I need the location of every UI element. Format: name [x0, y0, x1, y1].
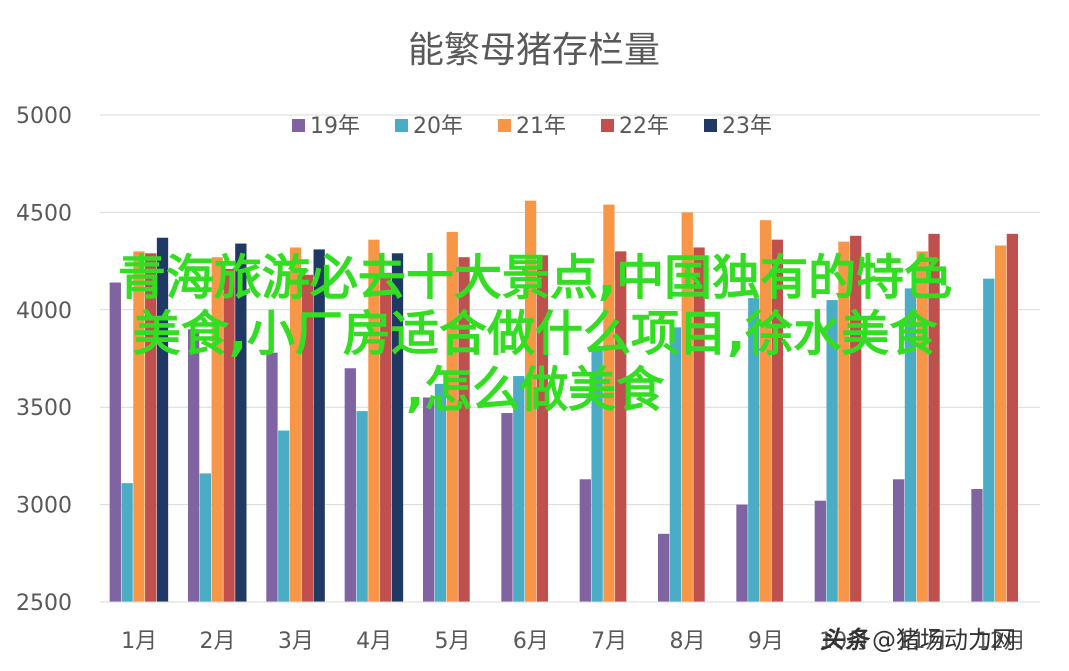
bar	[313, 249, 325, 603]
x-tick-label: 1月	[121, 629, 157, 654]
legend-label: 21年	[516, 114, 566, 139]
bar	[223, 268, 235, 602]
bar	[235, 243, 247, 602]
x-tick-label: 8月	[670, 629, 706, 654]
bar	[971, 489, 983, 602]
legend-label: 22年	[619, 114, 669, 139]
legend-swatch	[498, 119, 511, 132]
bar	[121, 483, 133, 602]
bar	[423, 397, 435, 602]
bar	[838, 241, 850, 602]
y-tick-label: 3500	[16, 396, 72, 421]
legend: 19年 20年 21年 22年 23年	[292, 114, 772, 139]
x-tick-label: 5月	[435, 629, 471, 654]
y-axis: 2500 3000 3500 4000 4500 5000	[16, 104, 72, 616]
bar	[681, 212, 693, 602]
bars	[109, 200, 1019, 603]
legend-label: 19年	[310, 114, 360, 139]
bar	[458, 257, 470, 602]
x-tick-label: 2月	[200, 629, 236, 654]
x-tick-label: 10月	[819, 629, 869, 654]
bar	[591, 350, 603, 602]
y-tick-label: 2500	[16, 591, 72, 616]
x-tick-label: 6月	[513, 629, 549, 654]
bar	[199, 473, 212, 602]
bar	[658, 533, 670, 602]
y-tick-label: 3000	[16, 494, 72, 519]
y-tick-label: 5000	[16, 104, 72, 129]
x-tick-label: 4月	[356, 629, 392, 654]
watermark-handle: @猪场动力网	[872, 626, 1016, 654]
bar	[603, 204, 615, 602]
bar	[188, 329, 200, 602]
x-tick-label: 9月	[748, 629, 784, 654]
chart-title: 能繁母猪存栏量	[408, 30, 660, 71]
bar	[826, 300, 838, 602]
y-tick-label: 4000	[16, 299, 72, 324]
bar	[693, 247, 705, 603]
x-tick-label: 3月	[278, 629, 314, 654]
x-tick-label: 7月	[591, 629, 627, 654]
bar	[916, 251, 928, 603]
x-tick-label: 11月	[898, 629, 948, 654]
legend-swatch	[395, 119, 408, 132]
bar	[278, 430, 290, 602]
bar	[524, 200, 537, 602]
bar	[669, 327, 682, 602]
legend-label: 20年	[413, 114, 463, 139]
bar	[133, 251, 145, 603]
bar	[109, 282, 121, 602]
bar	[513, 376, 525, 602]
legend-swatch	[704, 119, 717, 132]
y-tick-label: 4500	[16, 201, 72, 226]
bar	[356, 411, 368, 602]
bar	[156, 237, 169, 602]
bar	[748, 298, 760, 602]
x-tick-label: 12月	[976, 629, 1026, 654]
bar	[736, 504, 748, 602]
bar	[928, 233, 940, 602]
bar	[814, 500, 826, 602]
bar	[904, 288, 917, 602]
bar	[536, 255, 549, 603]
bar	[771, 239, 784, 602]
bar	[211, 257, 223, 602]
bar	[301, 274, 314, 602]
watermark-prefix: 头条	[820, 626, 868, 654]
legend-label: 23年	[722, 114, 772, 139]
bar	[850, 235, 862, 602]
x-axis: 1月 2月 3月 4月 5月 6月 7月 8月 9月 10月 11月 12月	[100, 601, 1040, 654]
bar	[615, 251, 627, 603]
bar	[579, 479, 591, 602]
bar	[266, 352, 278, 602]
bar	[759, 220, 772, 602]
bar	[391, 253, 404, 603]
bar	[893, 479, 905, 602]
bar	[446, 231, 458, 602]
bar	[983, 278, 995, 602]
bar	[380, 272, 392, 602]
legend-swatch	[292, 119, 305, 132]
bar	[145, 253, 157, 603]
bar	[1006, 233, 1019, 602]
bar	[368, 239, 380, 602]
bar	[434, 383, 447, 602]
watermark: 头条 @猪场动力网	[820, 620, 1016, 655]
bar	[289, 247, 302, 603]
legend-swatch	[601, 119, 614, 132]
bar	[501, 413, 513, 602]
bar	[994, 245, 1007, 603]
bar	[344, 368, 356, 602]
